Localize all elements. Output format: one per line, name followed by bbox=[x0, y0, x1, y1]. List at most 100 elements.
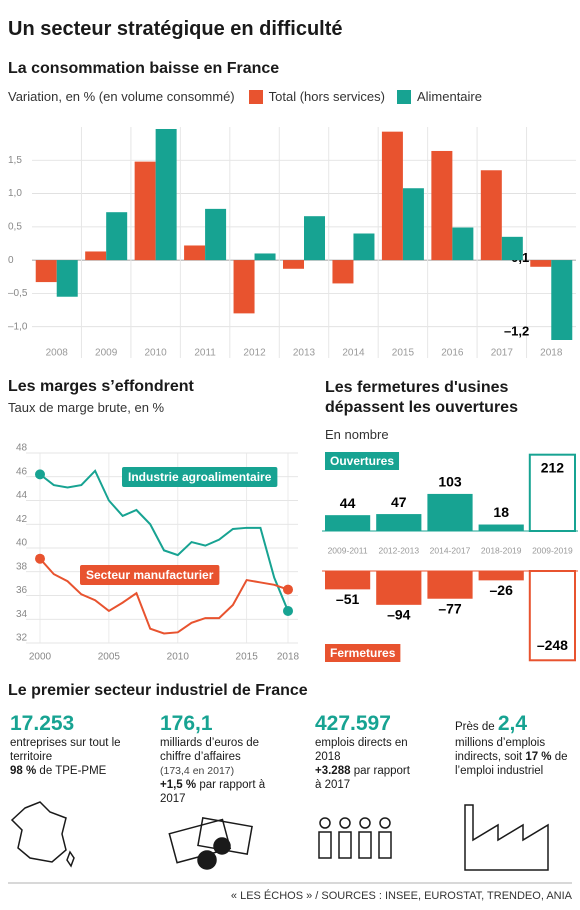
figure-text: entreprises sur tout le territoire bbox=[10, 737, 121, 763]
x-tick-label: 2010 bbox=[145, 348, 168, 359]
x-tick-label: 2005 bbox=[98, 652, 121, 663]
x-tick-label: 2011 bbox=[194, 348, 216, 359]
data-label: –26 bbox=[490, 582, 514, 598]
figure-note: (173,4 en 2017) bbox=[160, 765, 235, 777]
key-figure: Près de 2,4 millions d’emplois indirects… bbox=[455, 712, 570, 778]
bar bbox=[233, 260, 255, 314]
label-box bbox=[80, 565, 220, 585]
figure-strong: +1,5 % bbox=[160, 779, 197, 791]
chart-subtitle: En nombre bbox=[325, 427, 389, 442]
data-label: –77 bbox=[438, 600, 462, 616]
end-marker bbox=[283, 605, 293, 616]
france-icon bbox=[10, 801, 67, 863]
bar bbox=[134, 161, 156, 261]
y-tick-label: 48 bbox=[16, 443, 28, 454]
bar bbox=[381, 131, 403, 261]
figure-text: de TPE-PME bbox=[39, 765, 107, 777]
people-icon bbox=[318, 817, 392, 859]
bar bbox=[155, 128, 177, 261]
end-marker bbox=[35, 469, 45, 480]
data-label: –248 bbox=[537, 637, 568, 653]
figure: 17.253 bbox=[10, 712, 75, 735]
subtitle-legend: Variation, en % (en volume consommé) Tot… bbox=[8, 89, 488, 104]
key-figure: 17.253 entreprises sur tout le territoir… bbox=[10, 712, 145, 778]
figure-strong: 98 % bbox=[10, 765, 37, 777]
bar bbox=[304, 216, 325, 261]
end-marker bbox=[283, 584, 293, 595]
bar bbox=[478, 571, 524, 581]
factory-icon bbox=[464, 804, 549, 871]
coin-icon bbox=[197, 850, 217, 870]
x-tick-label: 2015 bbox=[236, 652, 259, 663]
y-tick-label: 44 bbox=[16, 490, 28, 501]
y-tick-label: –1,0 bbox=[8, 321, 28, 332]
series-label: Industrie agroalimentaire bbox=[122, 467, 278, 487]
bar bbox=[376, 571, 422, 605]
figure-strong: 17 % bbox=[525, 751, 552, 763]
x-tick-label: 2009-2011 bbox=[328, 545, 368, 555]
bar bbox=[478, 524, 524, 531]
tag-box bbox=[325, 452, 400, 470]
x-tick-label: 2009 bbox=[95, 348, 118, 359]
tag-label: Fermetures bbox=[330, 646, 396, 660]
figure: 2,4 bbox=[497, 712, 528, 735]
bar bbox=[325, 571, 371, 590]
y-tick-label: 0 bbox=[8, 255, 14, 266]
x-tick-label: 2014-2017 bbox=[430, 545, 471, 555]
x-tick-label: 2015 bbox=[392, 348, 415, 359]
key-figure: 427.597 emplois directs en 2018 +3.288 p… bbox=[315, 712, 415, 792]
figure-strong: +3.288 bbox=[315, 765, 351, 777]
corsica-icon bbox=[66, 850, 75, 868]
bar bbox=[528, 570, 576, 662]
bar bbox=[480, 170, 502, 261]
y-tick-label: 38 bbox=[16, 561, 28, 572]
y-tick-label: 1,5 bbox=[8, 155, 22, 166]
bar bbox=[530, 260, 552, 267]
x-tick-label: 2013 bbox=[293, 348, 316, 359]
x-tick-label: 2009-2019 bbox=[532, 545, 573, 555]
chart-title: Les marges s’effondrent bbox=[8, 378, 194, 395]
x-tick-label: 2010 bbox=[167, 652, 190, 663]
line bbox=[39, 469, 289, 612]
icons bbox=[10, 801, 549, 871]
bar bbox=[254, 253, 276, 261]
data-label: 103 bbox=[438, 474, 462, 490]
bar bbox=[501, 236, 523, 261]
section-title: Le premier secteur industriel de France bbox=[8, 682, 308, 699]
y-tick-label: 36 bbox=[16, 585, 28, 596]
bar bbox=[431, 150, 453, 261]
bar bbox=[427, 571, 473, 599]
bar bbox=[106, 212, 128, 261]
key-figure: 176,1 milliards d’euros de chiffre d’aff… bbox=[160, 712, 280, 806]
bar bbox=[376, 514, 422, 531]
y-tick-label: 42 bbox=[16, 514, 28, 525]
x-tick-label: 2012-2013 bbox=[378, 545, 419, 555]
figure-prefix: Près de bbox=[455, 721, 495, 733]
bar bbox=[205, 208, 227, 261]
bar bbox=[402, 188, 424, 261]
bar bbox=[551, 260, 573, 340]
x-tick-label: 2014 bbox=[342, 348, 365, 359]
end-marker bbox=[35, 553, 45, 564]
legend-swatch bbox=[248, 89, 263, 104]
figure: 176,1 bbox=[160, 712, 213, 735]
series-label-text: Secteur manufacturier bbox=[86, 568, 214, 582]
bar bbox=[283, 260, 304, 269]
bar bbox=[85, 251, 107, 261]
page-title: Un secteur stratégique en difficulté bbox=[8, 18, 343, 40]
figure-text: de l’emploi industriel bbox=[455, 751, 568, 777]
chart-subtitle: Variation, en % (en volume consommé) bbox=[8, 89, 235, 104]
data-label: 18 bbox=[493, 504, 509, 520]
series-label: Secteur manufacturier bbox=[80, 565, 220, 585]
legend-label: Total (hors services) bbox=[268, 89, 385, 104]
chart-title: Les fermetures d'usines dépassent les ou… bbox=[325, 379, 518, 416]
figure-text: millions d’emplois indirects, soit bbox=[455, 737, 546, 763]
bar bbox=[353, 233, 375, 261]
coin-icon bbox=[213, 837, 231, 855]
series-label-text: Industrie agroalimentaire bbox=[128, 470, 272, 484]
legend-swatch bbox=[396, 89, 411, 104]
x-tick-label: 2018-2019 bbox=[481, 545, 522, 555]
bar bbox=[528, 453, 576, 532]
